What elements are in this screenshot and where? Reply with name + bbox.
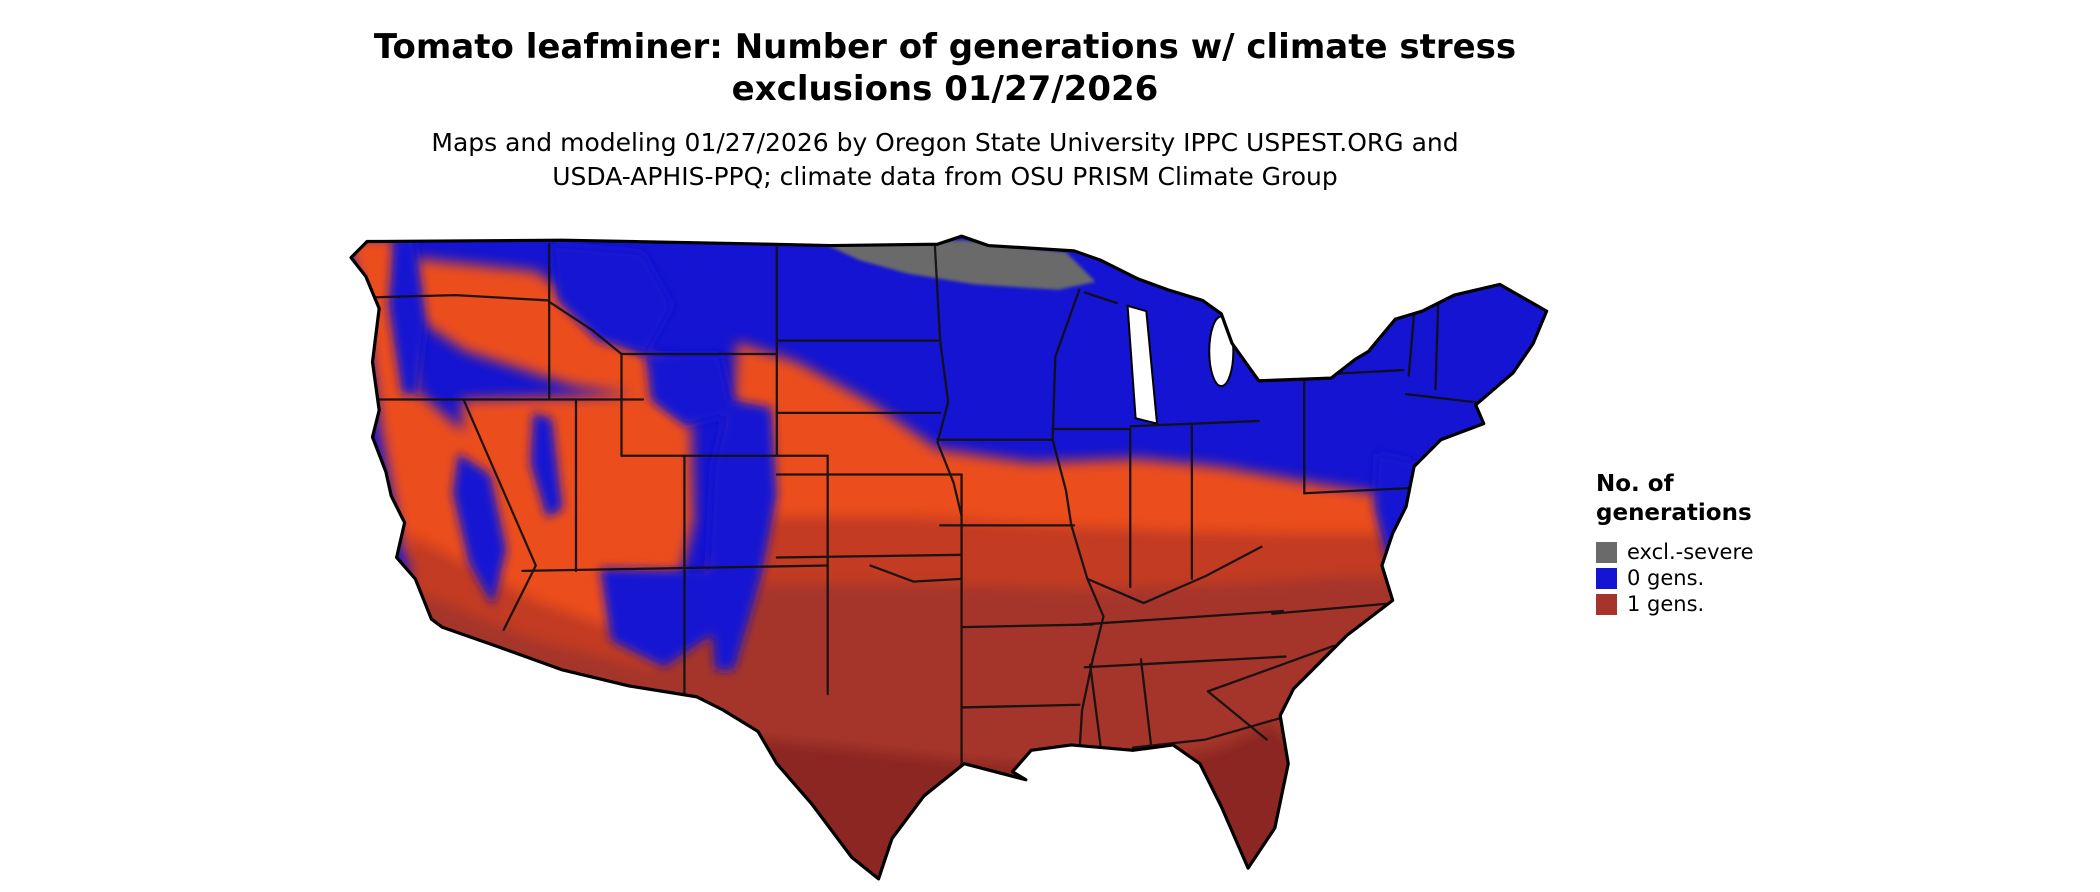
legend-label-excluded: excl.-severe: [1627, 540, 1754, 564]
page-title: Tomato leafminer: Number of generations …: [0, 26, 1890, 110]
map-region-arizona-highlands-blue: [600, 568, 724, 668]
map-region-colorado-rockies-blue: [707, 399, 777, 670]
legend-swatch-zero-gens-icon: [1596, 567, 1617, 589]
legend-label-zero-gens: 0 gens.: [1627, 566, 1705, 590]
lake-huron: [1208, 315, 1235, 388]
legend-items: excl.-severe 0 gens. 1 gens.: [1596, 539, 1754, 617]
legend-swatch-excluded-icon: [1596, 541, 1617, 563]
legend-item-excluded: excl.-severe: [1596, 539, 1754, 565]
lake-michigan: [1126, 304, 1159, 425]
map-fill-layers: [351, 236, 1547, 879]
legend-label-one-gens: 1 gens.: [1627, 592, 1705, 616]
map-region-nevada-range-blue: [530, 412, 563, 518]
map-region-columbia-plateau-orange: [408, 257, 681, 400]
state-borders: [355, 243, 1477, 771]
page-title-line2: exclusions 01/27/2026: [731, 69, 1159, 109]
legend-swatch-one-gens-icon: [1596, 593, 1617, 615]
map-region-excluded-severe: [825, 240, 1096, 290]
legend-item-one-gens: 1 gens.: [1596, 591, 1754, 617]
page-subtitle: Maps and modeling 01/27/2026 by Oregon S…: [0, 126, 1890, 194]
map-region-cascades-blue: [388, 236, 427, 395]
us-outline: [349, 234, 1549, 881]
map-region-northern-rockies-blue: [551, 244, 673, 354]
legend-title-line2: generations: [1596, 500, 1752, 526]
page-subtitle-line2: USDA-APHIS-PPQ; climate data from OSU PR…: [552, 162, 1338, 191]
map-mountain-blue-overlays: [388, 236, 1423, 670]
map-legend: No. of generations excl.-severe 0 gens.: [1596, 470, 1754, 617]
title-block: Tomato leafminer: Number of generations …: [0, 26, 1890, 194]
legend-title: No. of generations: [1596, 470, 1754, 528]
map-region-wyoming-blue: [645, 354, 734, 427]
legend-item-zero-gens: 0 gens.: [1596, 565, 1754, 591]
page-subtitle-line1: Maps and modeling 01/27/2026 by Oregon S…: [431, 128, 1459, 157]
us-map: [349, 234, 1549, 881]
legend-title-line1: No. of: [1596, 471, 1674, 497]
map-region-sierra-nevada-blue: [452, 453, 507, 606]
page-title-line1: Tomato leafminer: Number of generations …: [373, 27, 1517, 67]
